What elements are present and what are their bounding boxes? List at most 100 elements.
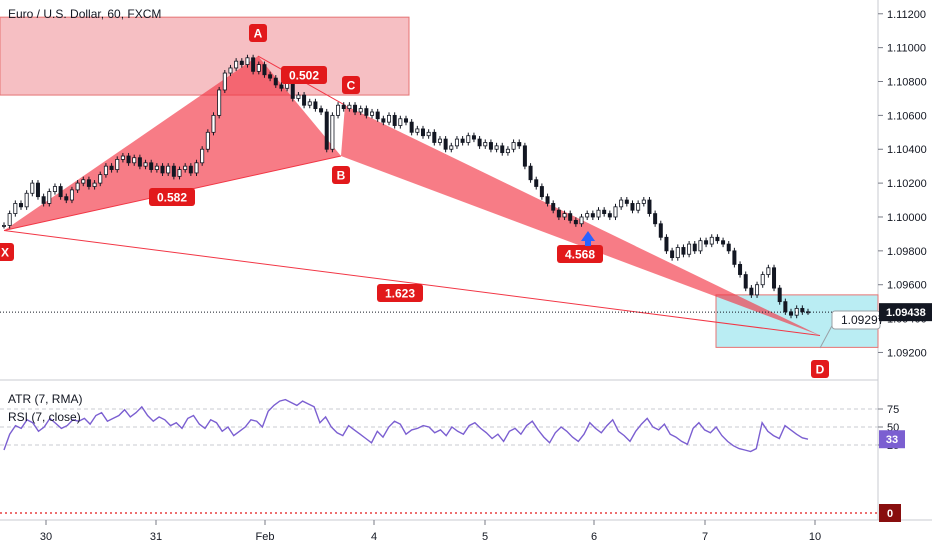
candle-body [709,236,714,245]
candle-body [171,165,176,177]
ratio-label: 1.623 [385,287,415,301]
ratio-label-bg [149,188,195,206]
candle-body [494,145,499,150]
candle-body [160,165,165,174]
price-tick-label: 1.09600 [887,280,927,292]
rsi-current-tag: 33 [886,434,898,446]
time-tick-label: 10 [809,531,821,543]
point-label-d-bg [811,360,829,378]
atr-label: ATR (7, RMA) [8,392,83,406]
candle-body [692,243,697,252]
candle-body [483,142,488,147]
price-tick-label: 1.10200 [887,178,927,190]
candle-body [704,240,709,245]
candle-body [437,138,442,143]
time-tick-label: 31 [150,531,162,543]
candle-body [109,165,114,170]
candle-body [381,118,386,123]
candle-body [454,138,459,147]
candle-body [256,64,261,72]
price-tick-label: 1.09800 [887,246,927,258]
candle-body [573,219,578,225]
time-tick-label: 6 [591,531,597,543]
price-tick-label: 1.10400 [887,144,927,156]
rsi-tag-bg [879,430,905,449]
point-label-a: A [254,27,263,41]
point-label-b: B [337,169,346,183]
time-tick-label: 4 [371,531,377,543]
candle-body [534,179,539,187]
candle-body [228,67,233,74]
point-label-a-bg [249,24,267,42]
candle-body [562,213,567,218]
candle-body [755,284,760,296]
point-label-x: X [1,246,9,260]
candle-body [183,165,188,170]
candle-body [602,209,607,214]
candle-body [539,186,544,198]
candle-body [137,157,142,167]
candle-body [500,145,505,154]
candle-body [579,216,584,225]
candle-body [341,104,346,110]
candle-body [7,213,12,226]
candle-body [670,250,675,259]
atr-current-tag: 0 [887,508,893,520]
candle-body [41,196,46,204]
candle-body [268,74,273,79]
candle-body [732,250,737,265]
candle-body [296,94,301,99]
current-price-tag: 1.09438 [886,307,926,319]
candle-body [92,182,97,187]
candle-body [370,111,375,116]
time-tick-label: 5 [482,531,488,543]
candle-body [347,104,352,110]
candle-body [13,203,18,214]
ratio-label: 0.502 [289,69,319,83]
candle-body [630,203,635,211]
rsi-label: RSI (7, close) [8,410,81,424]
candle-body [698,240,703,252]
time-tick-label: 7 [702,531,708,543]
point-label-c-bg [342,76,360,94]
point-label-b-bg [332,166,350,184]
xd-leg [3,230,821,337]
candle-body [30,182,35,194]
candle-body [505,148,510,154]
candle-body [800,308,805,313]
candle-body [743,274,748,289]
price-tick-label: 1.11000 [887,43,926,55]
target-price-label: 1.09297 [841,313,885,327]
current-price-tag-bg [879,303,932,322]
candle-body [188,165,193,174]
candle-body [766,267,771,275]
rsi-line [3,398,809,453]
candle-body [58,186,63,198]
candle-body [426,131,431,137]
price-tick-label: 1.09200 [887,347,927,359]
candle-body [420,128,425,137]
candle-body [307,101,312,106]
candle-body [69,189,74,201]
candle-body [415,128,420,133]
candle-body [217,89,222,116]
candle-body [324,111,329,150]
price-tick-label: 1.10600 [887,110,927,122]
atr-tag-bg [879,504,901,522]
candle-body [738,263,743,275]
candle-body [647,199,652,214]
ratio-label-bg [557,245,603,263]
candle-body [556,209,561,218]
candle-body [120,155,125,160]
candle-body [590,213,595,218]
candle-body [200,148,205,164]
resistance-zone [0,16,410,96]
candle-body [749,287,754,296]
arrow-up-icon [581,231,595,246]
candle-body [726,243,731,252]
candle-body [721,240,726,245]
candle-body [75,182,80,191]
ratio-label-bg [281,66,327,84]
ratio-label: 0.582 [157,191,187,205]
